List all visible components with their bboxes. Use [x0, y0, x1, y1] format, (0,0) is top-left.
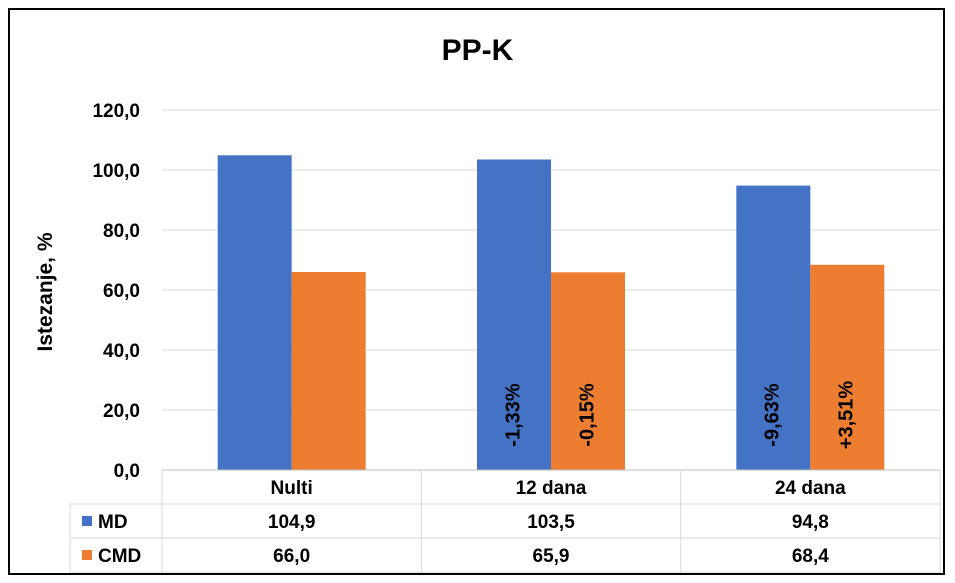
x-tick-label: 24 dana	[775, 478, 846, 499]
bar-label: +3,51%	[836, 381, 858, 450]
bar-cmd-0	[291, 272, 366, 470]
bar-cmd-1	[551, 272, 625, 470]
bar-md-2	[736, 185, 811, 470]
bar-label: -0,15%	[576, 383, 598, 447]
bar-label: -1,33%	[502, 383, 524, 447]
table-value: 68,4	[792, 546, 829, 567]
table-value: 104,9	[268, 512, 316, 533]
legend-key-cmd	[82, 550, 92, 560]
table-value: 103,5	[527, 512, 575, 533]
legend-label: MD	[98, 512, 128, 533]
bar-label: -9,63%	[762, 383, 784, 447]
bar-md-0	[217, 155, 292, 471]
table-value: 94,8	[792, 512, 829, 533]
bar-cmd-2	[810, 264, 885, 470]
y-tick-label: 0,0	[114, 461, 140, 482]
x-tick-label: 12 dana	[516, 478, 587, 499]
bar-md-1	[477, 159, 551, 470]
y-tick-label: 100,0	[92, 161, 140, 182]
y-tick-label: 120,0	[92, 101, 140, 122]
y-tick-label: 40,0	[103, 341, 140, 362]
table-value: 66,0	[273, 546, 310, 567]
y-tick-label: 60,0	[103, 281, 140, 302]
table-value: 65,9	[533, 546, 570, 567]
chart-title: PP-K	[441, 34, 514, 67]
x-tick-label: Nulti	[271, 478, 313, 499]
legend-label: CMD	[98, 546, 141, 567]
y-tick-label: 20,0	[103, 401, 140, 422]
y-tick-label: 80,0	[103, 221, 140, 242]
legend-key-md	[82, 516, 92, 526]
